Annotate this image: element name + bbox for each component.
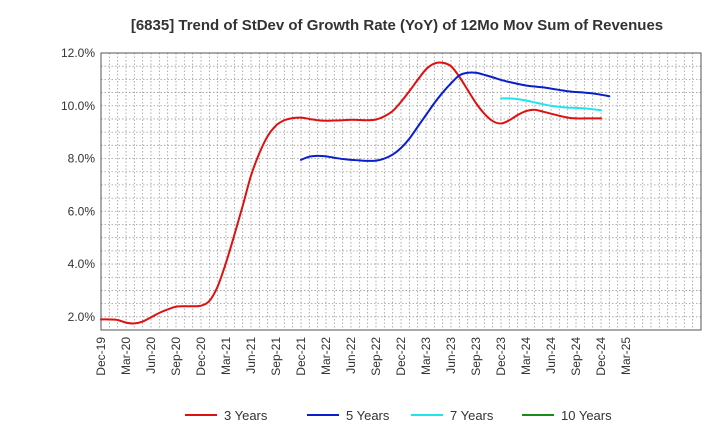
chart-title: [6835] Trend of StDev of Growth Rate (Yo… [131,17,663,34]
x-tick-label: Sep-23 [469,337,483,376]
series-line-7-years [500,97,602,112]
legend-label-10-years: 10 Years [561,408,612,423]
x-tick-label: Dec-19 [94,337,108,376]
legend-label-5-years: 5 Years [346,408,390,423]
x-tick-label: Mar-25 [619,337,633,375]
x-tick-label: Mar-22 [319,337,333,375]
x-tick-label: Sep-22 [369,337,383,376]
x-tick-label: Mar-24 [519,337,533,375]
legend-label-3-years: 3 Years [224,408,268,423]
x-tick-label: Sep-20 [169,337,183,376]
y-tick-label: 8.0% [68,152,96,166]
x-tick-label: Jun-22 [344,337,358,374]
y-tick-label: 6.0% [68,204,96,218]
plot-frame [100,52,702,331]
y-tick-label: 12.0% [61,46,95,60]
x-tick-label: Jun-24 [544,337,558,374]
y-tick-label: 10.0% [61,99,95,113]
series-line-3-years [100,61,602,325]
series-line-5-years [300,71,611,162]
x-tick-label: Dec-22 [394,337,408,376]
x-tick-label: Dec-23 [494,337,508,376]
y-tick-label: 2.0% [68,310,96,324]
x-tick-label: Dec-24 [594,337,608,376]
legend-label-7-years: 7 Years [450,408,494,423]
x-tick-label: Mar-23 [419,337,433,375]
y-tick-label: 4.0% [68,257,96,271]
x-tick-label: Dec-20 [194,337,208,376]
x-tick-label: Sep-24 [569,337,583,376]
x-tick-label: Jun-23 [444,337,458,374]
x-tick-label: Jun-20 [144,337,158,374]
x-tick-label: Mar-20 [119,337,133,375]
x-tick-label: Jun-21 [244,337,258,374]
x-tick-label: Mar-21 [219,337,233,375]
x-tick-label: Dec-21 [294,337,308,376]
x-tick-label: Sep-21 [269,337,283,376]
